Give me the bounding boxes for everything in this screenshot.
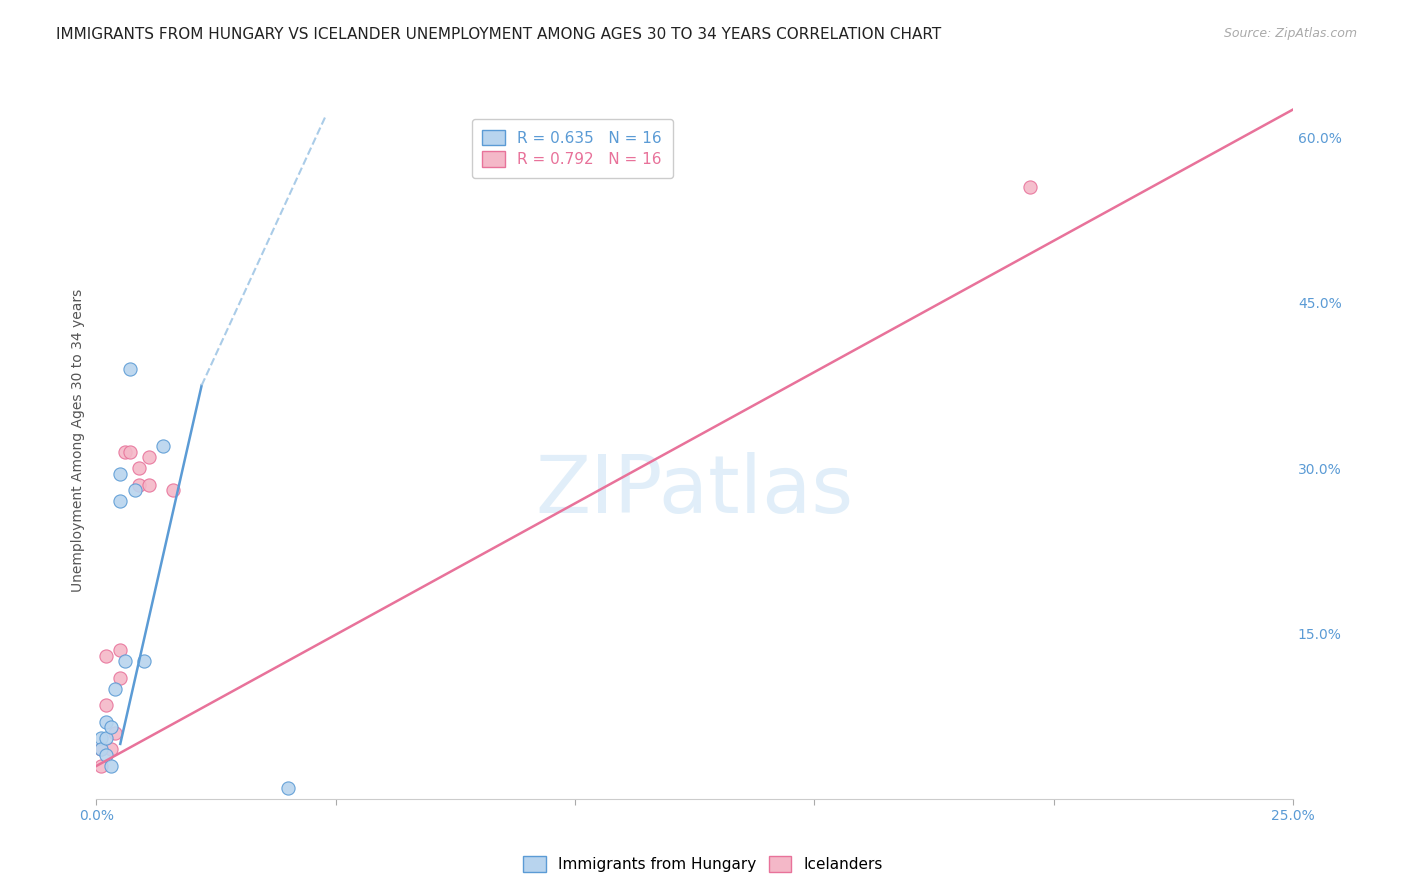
Y-axis label: Unemployment Among Ages 30 to 34 years: Unemployment Among Ages 30 to 34 years <box>72 289 86 592</box>
Point <box>152 439 174 453</box>
Point <box>277 780 299 795</box>
Point <box>118 361 141 376</box>
Point <box>128 477 150 491</box>
Point <box>138 477 160 491</box>
Point <box>100 759 122 773</box>
Point <box>94 747 117 762</box>
Legend: Immigrants from Hungary, Icelanders: Immigrants from Hungary, Icelanders <box>515 848 891 880</box>
Point <box>138 450 160 464</box>
Point <box>134 654 156 668</box>
Point <box>104 681 127 696</box>
Point <box>110 671 132 685</box>
Point <box>110 467 132 481</box>
Legend: R = 0.635   N = 16, R = 0.792   N = 16: R = 0.635 N = 16, R = 0.792 N = 16 <box>471 120 673 178</box>
Point <box>110 494 132 508</box>
Point <box>118 444 141 458</box>
Point <box>114 444 136 458</box>
Point <box>114 654 136 668</box>
Point <box>90 742 112 756</box>
Text: ZIPatlas: ZIPatlas <box>536 451 853 530</box>
Point <box>94 698 117 713</box>
Point <box>94 648 117 663</box>
Point <box>110 643 132 657</box>
Point <box>94 714 117 729</box>
Point <box>1018 179 1040 194</box>
Point <box>90 759 112 773</box>
Point <box>162 483 184 497</box>
Point <box>90 731 112 746</box>
Point <box>90 742 112 756</box>
Point <box>100 742 122 756</box>
Point <box>124 483 146 497</box>
Point <box>94 731 117 746</box>
Text: IMMIGRANTS FROM HUNGARY VS ICELANDER UNEMPLOYMENT AMONG AGES 30 TO 34 YEARS CORR: IMMIGRANTS FROM HUNGARY VS ICELANDER UNE… <box>56 27 942 42</box>
Point <box>128 461 150 475</box>
Point <box>104 726 127 740</box>
Point <box>100 720 122 734</box>
Text: Source: ZipAtlas.com: Source: ZipAtlas.com <box>1223 27 1357 40</box>
